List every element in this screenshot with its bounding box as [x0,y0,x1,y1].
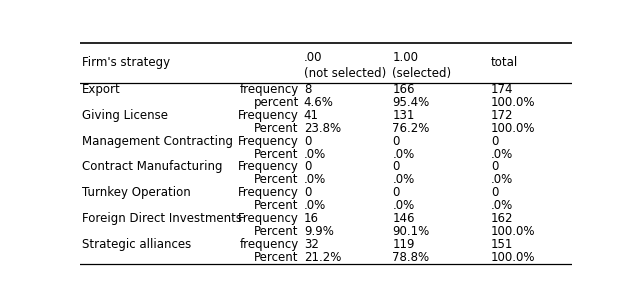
Text: Percent: Percent [254,225,299,238]
Text: 16: 16 [304,212,319,225]
Text: .0%: .0% [304,147,326,160]
Text: Frequency: Frequency [238,109,299,122]
Text: 100.0%: 100.0% [491,96,536,109]
Text: .0%: .0% [304,173,326,186]
Text: 162: 162 [491,212,514,225]
Text: Frequency: Frequency [238,135,299,148]
Text: 151: 151 [491,238,513,251]
Text: 100.0%: 100.0% [491,122,536,135]
Text: 32: 32 [304,238,319,251]
Text: .0%: .0% [392,147,415,160]
Text: 0: 0 [304,135,311,148]
Text: 172: 172 [491,109,514,122]
Text: .0%: .0% [491,173,513,186]
Text: .0%: .0% [491,147,513,160]
Text: Frequency: Frequency [238,212,299,225]
Text: 0: 0 [392,135,400,148]
Text: 0: 0 [491,135,499,148]
Text: .0%: .0% [304,199,326,212]
Text: Giving License: Giving License [82,109,168,122]
Text: 8: 8 [304,83,311,96]
Text: Contract Manufacturing: Contract Manufacturing [82,160,223,173]
Text: 146: 146 [392,212,415,225]
Text: frequency: frequency [240,238,299,251]
Text: 1.00: 1.00 [392,51,418,64]
Text: .0%: .0% [491,199,513,212]
Text: Firm's strategy: Firm's strategy [82,56,170,69]
Text: 100.0%: 100.0% [491,251,536,264]
Text: 0: 0 [392,160,400,173]
Text: 76.2%: 76.2% [392,122,430,135]
Text: Foreign Direct Investments: Foreign Direct Investments [82,212,242,225]
Text: Percent: Percent [254,173,299,186]
Text: Percent: Percent [254,147,299,160]
Text: Management Contracting: Management Contracting [82,135,233,148]
Text: Export: Export [82,83,121,96]
Text: Frequency: Frequency [238,160,299,173]
Text: .00: .00 [304,51,322,64]
Text: 174: 174 [491,83,514,96]
Text: total: total [491,56,518,69]
Text: percent: percent [254,96,299,109]
Text: Strategic alliances: Strategic alliances [82,238,191,251]
Text: Percent: Percent [254,199,299,212]
Text: 95.4%: 95.4% [392,96,430,109]
Text: 0: 0 [304,186,311,199]
Text: 41: 41 [304,109,319,122]
Text: (not selected): (not selected) [304,67,386,80]
Text: 166: 166 [392,83,415,96]
Text: frequency: frequency [240,83,299,96]
Text: 119: 119 [392,238,415,251]
Text: 131: 131 [392,109,415,122]
Text: Percent: Percent [254,122,299,135]
Text: Turnkey Operation: Turnkey Operation [82,186,191,199]
Text: 0: 0 [392,186,400,199]
Text: 0: 0 [491,186,499,199]
Text: .0%: .0% [392,199,415,212]
Text: 100.0%: 100.0% [491,225,536,238]
Text: 78.8%: 78.8% [392,251,429,264]
Text: 9.9%: 9.9% [304,225,334,238]
Text: Frequency: Frequency [238,186,299,199]
Text: Percent: Percent [254,251,299,264]
Text: 90.1%: 90.1% [392,225,430,238]
Text: .0%: .0% [392,173,415,186]
Text: 0: 0 [491,160,499,173]
Text: 4.6%: 4.6% [304,96,334,109]
Text: 0: 0 [304,160,311,173]
Text: (selected): (selected) [392,67,452,80]
Text: 21.2%: 21.2% [304,251,341,264]
Text: 23.8%: 23.8% [304,122,341,135]
